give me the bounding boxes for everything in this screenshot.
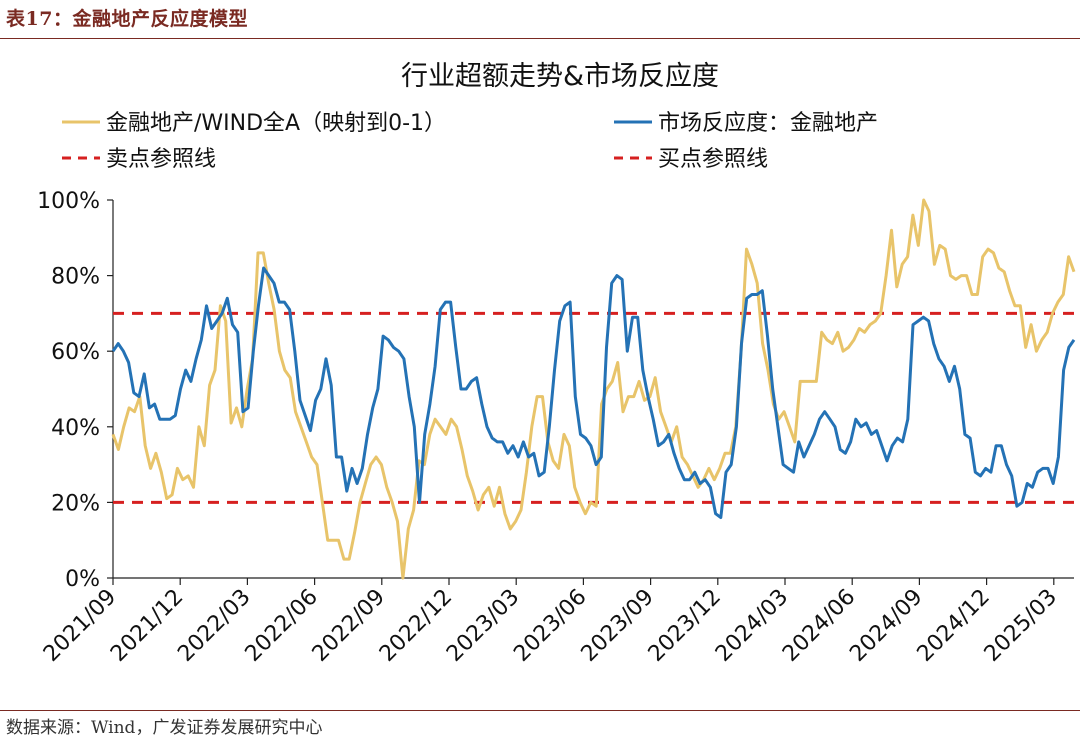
x-tick-label: 2023/06 (509, 585, 591, 667)
y-tick-label: 100% (37, 189, 100, 214)
x-tick-label: 2021/09 (39, 585, 121, 667)
legend-label-buy: 买点参照线 (658, 147, 768, 172)
x-tick-label: 2024/09 (845, 585, 927, 667)
top-divider (0, 38, 1080, 39)
x-tick-label: 2022/09 (308, 585, 390, 667)
x-tick-label: 2023/03 (442, 585, 524, 667)
x-tick-label: 2024/03 (711, 585, 793, 667)
y-tick-label: 20% (51, 491, 100, 516)
legend: 金融地产/WIND全A（映射到0-1） 市场反应度：金融地产 卖点参照线 买点参… (62, 111, 878, 172)
figure-caption: 表17：金融地产反应度模型 (6, 8, 248, 30)
x-tick-label: 2024/12 (913, 585, 995, 667)
series-line-sector-excess (111, 198, 1076, 580)
series-line-market-reaction (111, 266, 1076, 519)
source-note: 数据来源：Wind，广发证券发展研究中心 (6, 718, 323, 738)
bottom-divider (0, 710, 1080, 711)
y-tick-label: 0% (65, 567, 100, 592)
x-tick-label: 2021/12 (106, 585, 188, 667)
axes: 0%20%40%60%80%100%2021/092021/122022/032… (37, 189, 1074, 667)
legend-label-blue: 市场反应度：金融地产 (658, 111, 878, 136)
reference-lines (113, 311, 1074, 504)
x-tick-label: 2025/03 (980, 585, 1062, 667)
x-tick-label: 2023/12 (644, 585, 726, 667)
x-tick-label: 2024/06 (778, 585, 860, 667)
y-tick-label: 80% (51, 265, 100, 290)
chart-title: 行业超额走势&市场反应度 (401, 61, 719, 92)
y-tick-label: 60% (51, 340, 100, 365)
x-tick-label: 2022/12 (375, 585, 457, 667)
series-group (111, 198, 1076, 580)
legend-label-yellow: 金融地产/WIND全A（映射到0-1） (106, 111, 446, 136)
x-tick-label: 2022/06 (241, 585, 323, 667)
legend-label-sell: 卖点参照线 (106, 147, 216, 172)
x-tick-label: 2023/09 (577, 585, 659, 667)
line-chart: 行业超额走势&市场反应度 金融地产/WIND全A（映射到0-1） 市场反应度：金… (37, 61, 1076, 667)
x-tick-label: 2022/03 (173, 585, 255, 667)
y-tick-label: 40% (51, 416, 100, 441)
